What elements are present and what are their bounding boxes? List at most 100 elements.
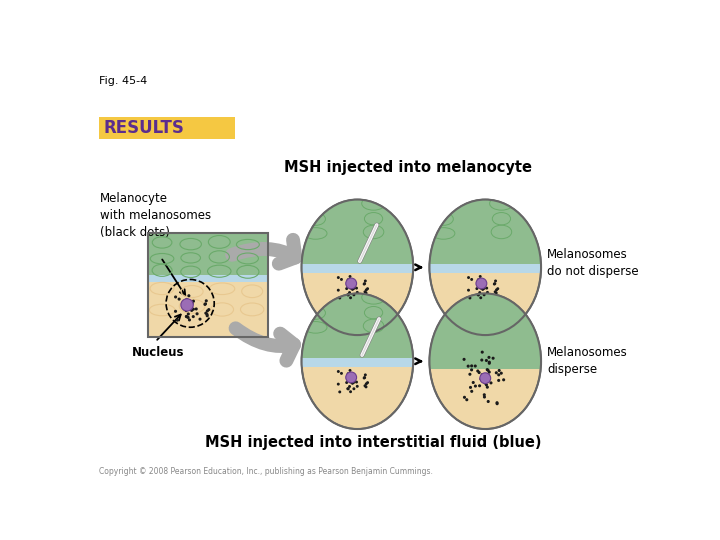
Circle shape (495, 292, 498, 294)
Circle shape (494, 280, 497, 282)
Circle shape (364, 384, 366, 387)
Circle shape (178, 298, 181, 301)
Circle shape (482, 378, 485, 381)
Circle shape (188, 319, 191, 321)
Circle shape (470, 364, 473, 367)
Circle shape (346, 387, 349, 390)
Circle shape (347, 378, 350, 381)
Circle shape (356, 385, 359, 388)
Circle shape (494, 291, 497, 293)
Circle shape (480, 377, 482, 381)
Circle shape (204, 302, 207, 306)
Ellipse shape (429, 294, 541, 429)
Circle shape (348, 284, 351, 287)
Circle shape (348, 377, 351, 381)
Circle shape (363, 282, 366, 286)
Circle shape (184, 309, 188, 312)
Circle shape (482, 393, 486, 396)
Circle shape (492, 357, 495, 360)
Circle shape (482, 377, 485, 380)
Circle shape (340, 372, 343, 375)
Circle shape (351, 381, 354, 384)
Bar (428, 264, 542, 273)
Ellipse shape (302, 200, 413, 335)
Text: Copyright © 2008 Pearson Education, Inc., publishing as Pearson Benjamin Cumming: Copyright © 2008 Pearson Education, Inc.… (99, 467, 433, 476)
Circle shape (498, 369, 500, 372)
Circle shape (467, 289, 470, 292)
Circle shape (480, 359, 483, 362)
Circle shape (203, 303, 207, 306)
Circle shape (174, 295, 177, 299)
Circle shape (486, 386, 489, 389)
Circle shape (470, 390, 473, 393)
Circle shape (483, 395, 486, 399)
Circle shape (482, 293, 485, 296)
Circle shape (498, 373, 500, 376)
Circle shape (348, 385, 351, 388)
Circle shape (207, 308, 210, 311)
Circle shape (495, 371, 498, 374)
Circle shape (477, 293, 480, 296)
Circle shape (470, 368, 473, 372)
Circle shape (345, 381, 348, 384)
Circle shape (338, 390, 341, 393)
Circle shape (482, 287, 485, 290)
Bar (301, 293, 414, 358)
Circle shape (486, 291, 489, 294)
Circle shape (366, 287, 369, 290)
Circle shape (204, 312, 207, 315)
Circle shape (487, 374, 490, 376)
Circle shape (348, 291, 351, 294)
Circle shape (349, 390, 352, 393)
Circle shape (186, 316, 189, 319)
Circle shape (485, 383, 488, 386)
Circle shape (348, 284, 351, 286)
Circle shape (493, 282, 496, 286)
Circle shape (192, 315, 195, 318)
Circle shape (348, 377, 351, 380)
Circle shape (351, 282, 354, 285)
Circle shape (476, 369, 480, 373)
Circle shape (192, 308, 195, 310)
Bar (148, 276, 269, 336)
Circle shape (495, 402, 499, 405)
Circle shape (186, 304, 189, 307)
Circle shape (347, 278, 350, 281)
Circle shape (364, 374, 366, 376)
Circle shape (348, 369, 351, 372)
Circle shape (351, 376, 354, 379)
Circle shape (465, 398, 468, 401)
Circle shape (346, 293, 349, 296)
Circle shape (174, 310, 177, 313)
Ellipse shape (429, 200, 541, 335)
Circle shape (487, 362, 491, 365)
Circle shape (484, 380, 487, 383)
Circle shape (185, 305, 189, 308)
Circle shape (184, 308, 186, 311)
Circle shape (477, 278, 480, 281)
Circle shape (349, 296, 352, 299)
Text: Nucleus: Nucleus (132, 346, 184, 359)
Circle shape (199, 318, 202, 321)
Circle shape (185, 315, 188, 318)
Circle shape (188, 305, 191, 308)
Circle shape (206, 314, 209, 318)
Circle shape (365, 382, 368, 385)
Circle shape (346, 278, 356, 289)
FancyBboxPatch shape (99, 117, 235, 139)
Circle shape (485, 380, 488, 383)
Bar (428, 199, 542, 264)
Circle shape (487, 400, 490, 403)
Circle shape (355, 287, 358, 289)
Circle shape (487, 356, 490, 359)
Circle shape (190, 308, 194, 311)
Circle shape (478, 291, 481, 294)
Circle shape (352, 387, 356, 390)
Circle shape (349, 381, 352, 383)
Circle shape (493, 282, 496, 285)
Circle shape (196, 312, 199, 315)
Bar (148, 275, 269, 282)
Circle shape (364, 291, 366, 293)
Circle shape (176, 319, 179, 322)
Circle shape (485, 375, 489, 378)
